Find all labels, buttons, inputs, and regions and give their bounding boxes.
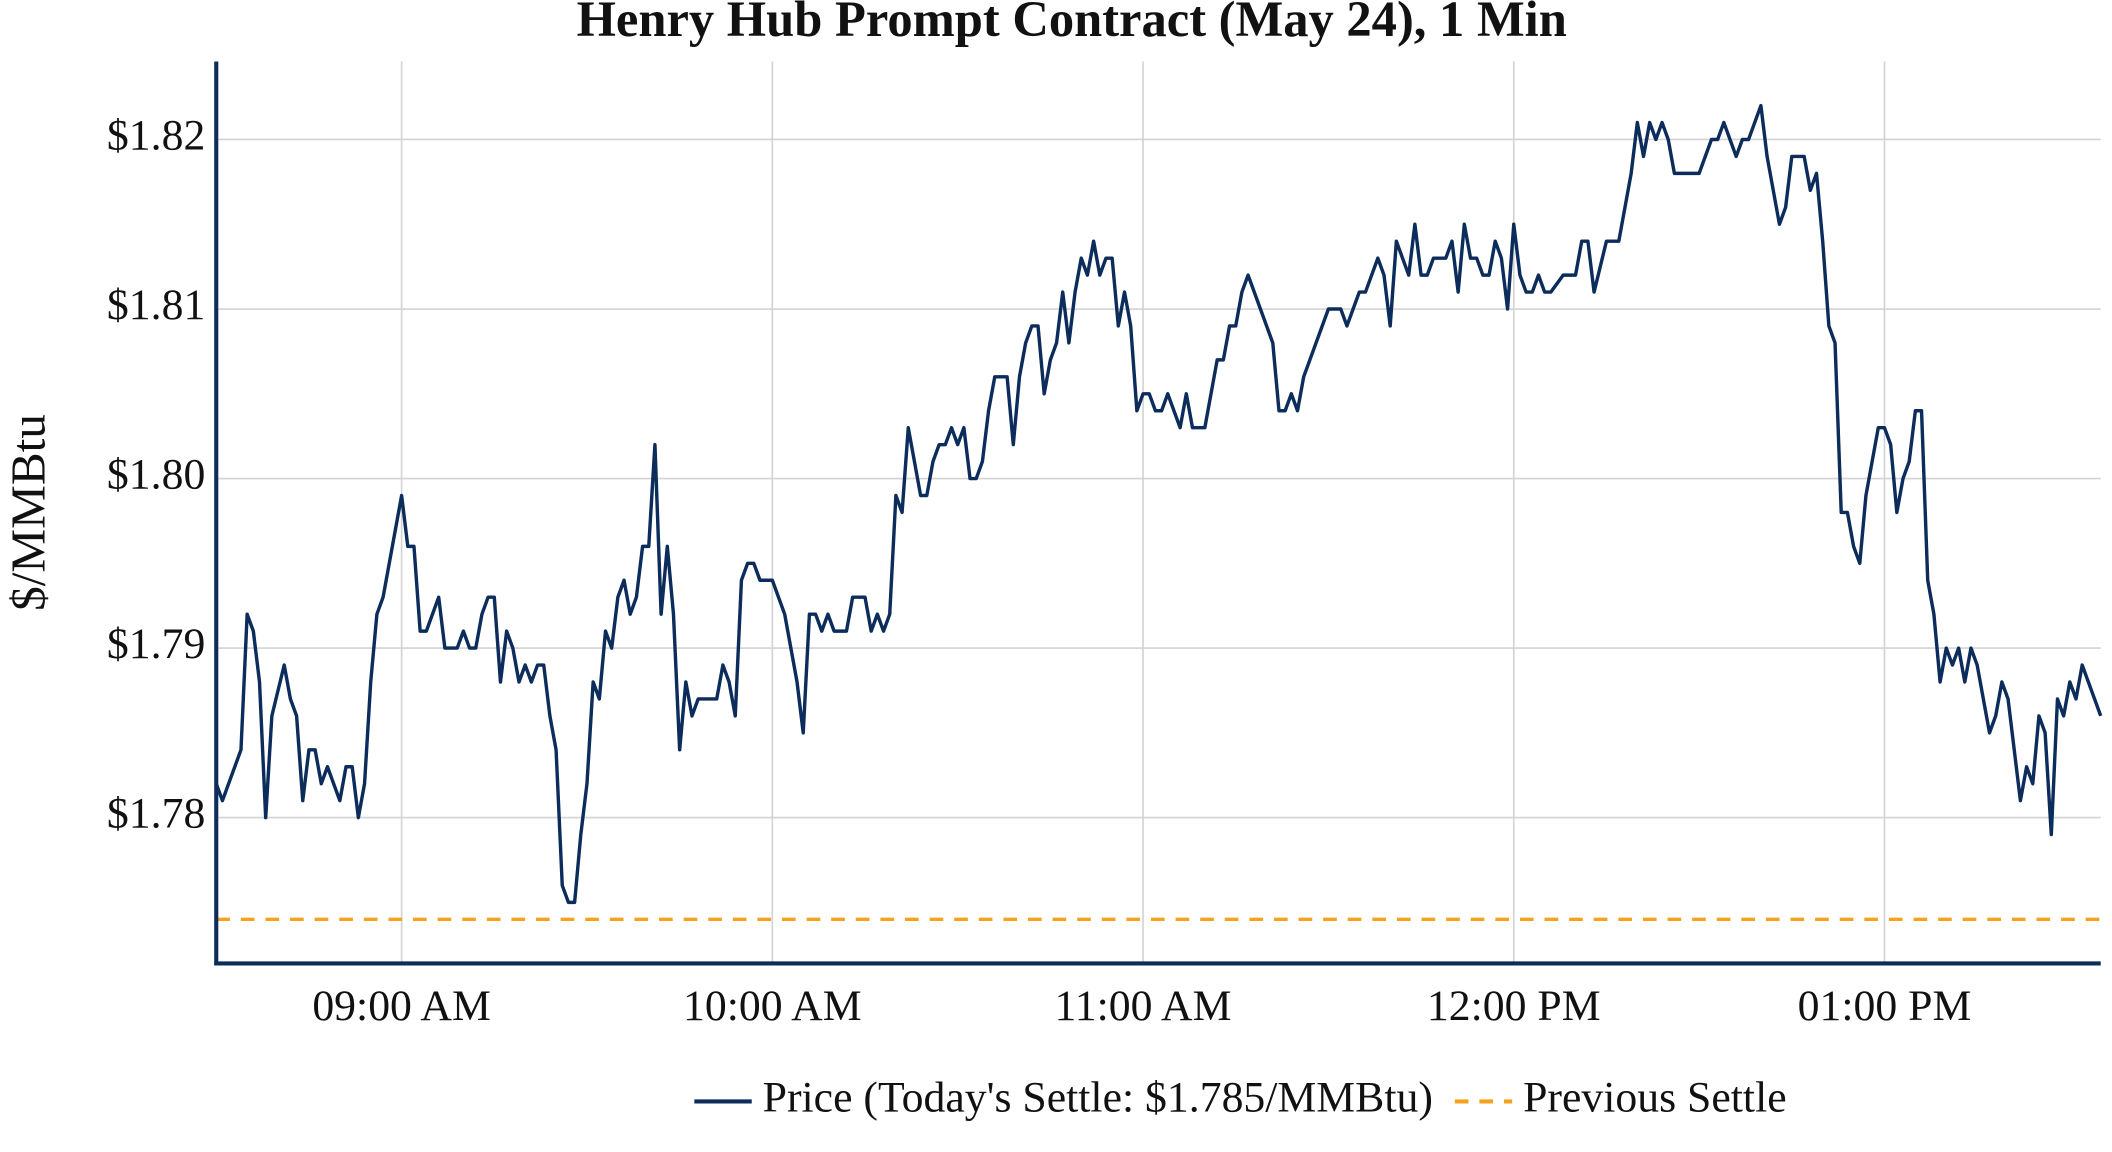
y-tick-label: $1.82 (107, 112, 205, 160)
x-tick-label: 11:00 AM (1055, 982, 1232, 1030)
series-line (214, 103, 2103, 905)
y-axis-label: $/MMBtu (0, 414, 55, 611)
chart-title: Henry Hub Prompt Contract (May 24), 1 Mi… (577, 0, 1567, 47)
y-tick-label: $1.80 (107, 451, 205, 499)
y-tick-label: $1.79 (107, 620, 205, 668)
legend-label: Previous Settle (1523, 1073, 1787, 1121)
y-tick-label: $1.78 (107, 790, 205, 838)
y-tick-label: $1.81 (107, 281, 205, 329)
x-tick-label: 12:00 PM (1427, 982, 1601, 1030)
x-tick-label: 01:00 PM (1798, 982, 1972, 1030)
legend: Price (Today's Settle: $1.785/MMBtu) Prev… (694, 1073, 1787, 1121)
legend-label: Price (Today's Settle: $1.785/MMBtu) (763, 1073, 1433, 1121)
x-tick-label: 09:00 AM (312, 982, 491, 1030)
x-tick-label: 10:00 AM (683, 982, 862, 1030)
